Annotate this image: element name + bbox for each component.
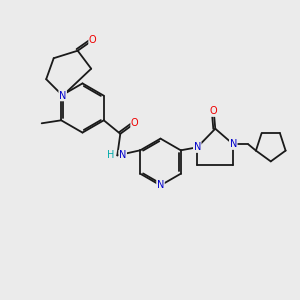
Text: O: O (210, 106, 218, 116)
Text: O: O (131, 118, 139, 128)
Text: H: H (107, 150, 114, 161)
Text: N: N (194, 142, 201, 152)
Text: N: N (230, 139, 237, 149)
Text: N: N (59, 91, 66, 101)
Text: O: O (89, 35, 97, 45)
Text: N: N (119, 150, 126, 161)
Text: N: N (157, 180, 164, 190)
